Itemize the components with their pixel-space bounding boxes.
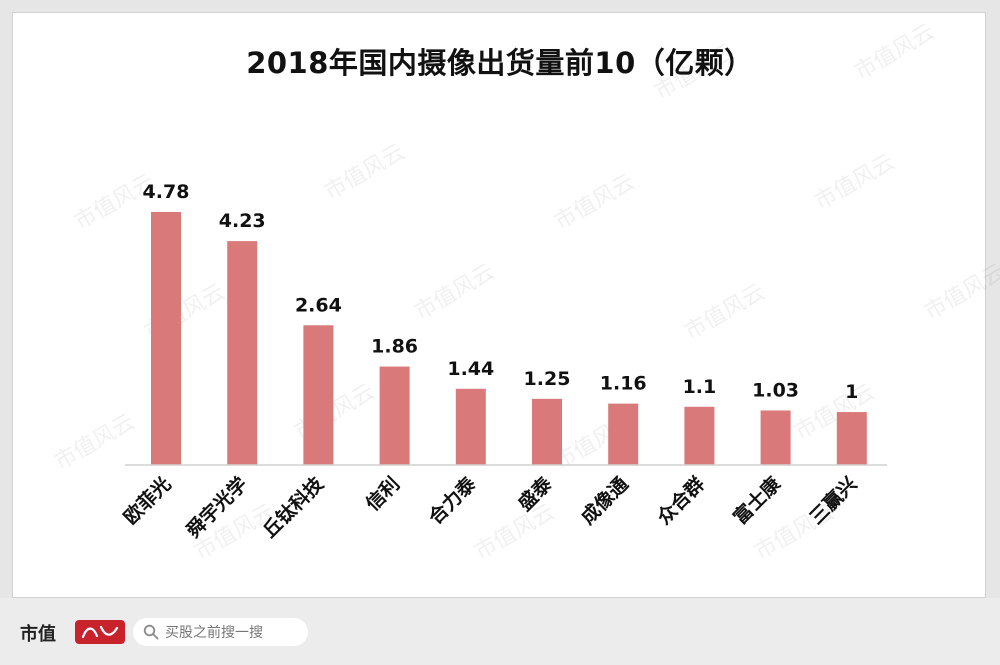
data-label-10: 1 [845, 381, 858, 403]
category-label-1: 欧菲光 [119, 472, 176, 529]
watermark-text: 市值风云 [811, 150, 900, 216]
bar-5 [455, 388, 486, 465]
footer: 市值 买股之前搜一搜 [0, 598, 1000, 665]
watermark-text: 市值风云 [471, 500, 560, 566]
category-label-7: 成像通 [576, 472, 633, 529]
data-label-2: 4.23 [219, 210, 266, 232]
data-label-1: 4.78 [143, 181, 190, 203]
bar-8 [684, 406, 715, 465]
brand-seal-icon [75, 620, 125, 644]
brand-logo-text: 市值 [20, 624, 56, 645]
data-label-3: 2.64 [295, 294, 342, 316]
data-label-4: 1.86 [371, 336, 418, 358]
watermark-text: 市值风云 [651, 40, 740, 106]
bar-1 [151, 212, 181, 465]
data-label-7: 1.16 [600, 373, 647, 395]
category-label-8: 众合群 [652, 472, 709, 529]
data-label-9: 1.03 [752, 379, 799, 401]
bar-3 [303, 325, 334, 465]
category-label-4: 信利 [361, 472, 404, 515]
search-placeholder: 买股之前搜一搜 [165, 625, 263, 641]
search-bar[interactable]: 买股之前搜一搜 [133, 618, 308, 646]
watermark-text: 市值风云 [411, 260, 500, 326]
watermark-text: 市值风云 [321, 140, 410, 206]
bar-7 [608, 403, 639, 465]
watermark-text: 市值风云 [681, 280, 770, 346]
bar-6 [532, 398, 562, 465]
data-label-5: 1.44 [447, 358, 494, 380]
bar-2 [227, 241, 258, 465]
bar-4 [379, 366, 410, 465]
bar-9 [760, 410, 791, 465]
category-label-9: 富士康 [729, 472, 786, 529]
category-label-5: 合力泰 [424, 472, 481, 529]
data-label-6: 1.25 [524, 368, 571, 390]
chart-title: 2018年国内摄像出货量前10（亿颗） [246, 46, 754, 80]
watermark-text: 市值风云 [551, 170, 640, 236]
search-icon [143, 624, 159, 640]
watermark-text: 市值风云 [851, 20, 940, 86]
watermark-text: 市值风云 [921, 260, 1000, 326]
bar-10 [836, 412, 867, 465]
data-label-8: 1.1 [683, 376, 717, 398]
bars: 4.78欧菲光4.23舜宇光学2.64丘钛科技1.86信利1.44合力泰1.25… [119, 181, 867, 542]
